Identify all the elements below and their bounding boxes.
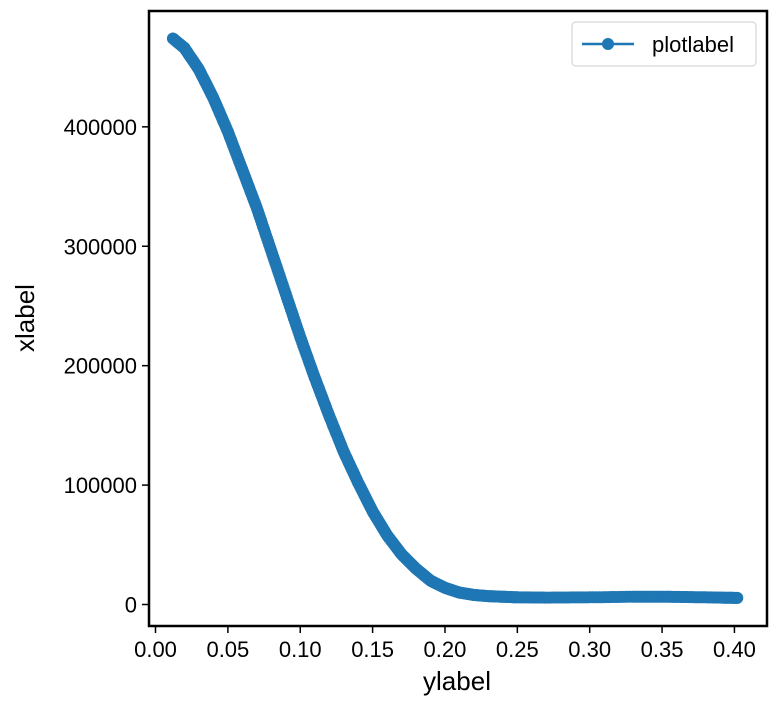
legend: plotlabel bbox=[571, 21, 757, 67]
y-axis: 0 100000 200000 300000 400000 bbox=[64, 115, 149, 618]
x-axis-label: ylabel bbox=[423, 666, 491, 696]
plot-frame bbox=[147, 9, 769, 628]
x-tick-label: 0.10 bbox=[279, 637, 322, 662]
y-tick-label: 400000 bbox=[64, 115, 137, 140]
legend-frame bbox=[571, 21, 757, 67]
data-point bbox=[731, 591, 744, 604]
x-tick-label: 0.00 bbox=[134, 637, 177, 662]
x-tick-label: 0.05 bbox=[206, 637, 249, 662]
y-tick-label: 0 bbox=[125, 593, 137, 618]
x-tick-label: 0.25 bbox=[496, 637, 539, 662]
x-tick-label: 0.15 bbox=[351, 637, 394, 662]
legend-marker-icon bbox=[602, 38, 614, 50]
y-axis-label: xlabel bbox=[10, 284, 40, 352]
x-tick-label: 0.35 bbox=[641, 637, 684, 662]
series-plotlabel bbox=[166, 32, 744, 604]
x-axis: 0.00 0.05 0.10 0.15 0.20 0.25 0.30 0.35 0.40 bbox=[134, 626, 756, 662]
y-tick-label: 200000 bbox=[64, 354, 137, 379]
y-tick-label: 100000 bbox=[64, 473, 137, 498]
y-tick-label: 300000 bbox=[64, 234, 137, 259]
legend-entry-label: plotlabel bbox=[652, 32, 734, 57]
x-tick-label: 0.30 bbox=[568, 637, 611, 662]
x-tick-label: 0.40 bbox=[713, 637, 756, 662]
x-tick-label: 0.20 bbox=[424, 637, 467, 662]
